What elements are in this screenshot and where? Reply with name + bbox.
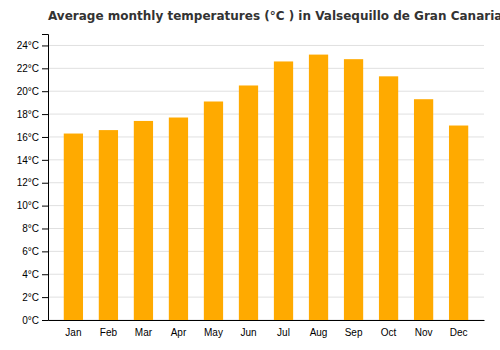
y-tick-label: 14°C bbox=[17, 155, 39, 166]
x-axis: Jan Feb Mar Apr May Jun Jul Aug Sep Oct Nov Dec bbox=[49, 321, 485, 339]
bar bbox=[344, 59, 363, 320]
y-tick-label: 24°C bbox=[17, 40, 39, 51]
bar bbox=[449, 126, 468, 320]
x-tick: Nov bbox=[415, 327, 433, 338]
bar bbox=[414, 99, 433, 320]
bar bbox=[274, 61, 293, 320]
y-tick: 20°C bbox=[17, 86, 48, 97]
y-tick: 10°C bbox=[17, 200, 48, 211]
y-tick: 2°C bbox=[22, 292, 48, 303]
y-tick-mark bbox=[42, 68, 48, 69]
y-tick: 24°C bbox=[17, 40, 48, 51]
y-tick: 4°C bbox=[22, 269, 48, 280]
y-tick-mark bbox=[42, 320, 48, 321]
x-tick: Apr bbox=[171, 327, 187, 338]
bar bbox=[169, 118, 188, 320]
y-tick-mark bbox=[42, 274, 48, 275]
y-tick-label: 4°C bbox=[22, 269, 39, 280]
x-tick-label: Aug bbox=[310, 327, 328, 338]
x-tick: Jan bbox=[65, 327, 81, 338]
y-tick-mark bbox=[42, 297, 48, 298]
title: Average monthly temperatures (°C ) in Va… bbox=[48, 9, 500, 23]
x-axis-line bbox=[49, 320, 485, 321]
bar bbox=[204, 101, 223, 320]
y-tick-mark bbox=[42, 114, 48, 115]
y-tick-label: 10°C bbox=[17, 200, 39, 211]
bar bbox=[309, 55, 328, 320]
y-tick-label: 0°C bbox=[22, 315, 39, 326]
x-tick-label: Sep bbox=[345, 327, 363, 338]
bar bbox=[379, 76, 398, 320]
y-tick: 0°C bbox=[22, 315, 48, 326]
x-tick-label: Feb bbox=[100, 327, 118, 338]
y-tick-label: 18°C bbox=[17, 109, 39, 120]
x-tick-label: Oct bbox=[381, 327, 397, 338]
y-tick: 16°C bbox=[17, 132, 48, 143]
y-tick-label: 16°C bbox=[17, 132, 39, 143]
y-tick-mark bbox=[42, 160, 48, 161]
x-tick-label: Jul bbox=[277, 327, 290, 338]
x-tick: Aug bbox=[310, 327, 328, 338]
x-tick-label: Dec bbox=[450, 327, 468, 338]
x-tick-label: Jan bbox=[65, 327, 81, 338]
bars bbox=[64, 55, 468, 320]
y-tick: 14°C bbox=[17, 155, 48, 166]
x-tick: Jun bbox=[240, 327, 256, 338]
grid-line bbox=[48, 68, 484, 69]
y-tick: 18°C bbox=[17, 109, 48, 120]
bar bbox=[99, 130, 118, 320]
x-tick: Feb bbox=[100, 327, 118, 338]
y-tick-label: 20°C bbox=[17, 86, 39, 97]
bar bbox=[239, 85, 258, 320]
y-tick-mark bbox=[42, 206, 48, 207]
x-tick-label: Mar bbox=[135, 327, 153, 338]
y-tick-mark bbox=[42, 45, 48, 46]
chart: Average monthly temperatures (°C ) in Va… bbox=[0, 0, 500, 350]
y-tick: 22°C bbox=[17, 63, 48, 74]
x-tick: May bbox=[204, 327, 223, 338]
grid bbox=[48, 45, 484, 320]
plot: 0°C 2°C 4°C 6°C 8°C 10°C 12°C 14°C 16°C 18°C 20°C 2… bbox=[17, 35, 485, 339]
x-tick: Jul bbox=[277, 327, 290, 338]
x-tick-label: Jun bbox=[240, 327, 256, 338]
y-tick-mark bbox=[42, 251, 48, 252]
y-tick-label: 8°C bbox=[22, 223, 39, 234]
y-tick: 8°C bbox=[22, 223, 48, 234]
y-tick: 12°C bbox=[17, 177, 48, 188]
y-axis: 0°C 2°C 4°C 6°C 8°C 10°C 12°C 14°C 16°C 18°C 20°C 2… bbox=[17, 35, 49, 326]
x-tick-label: May bbox=[204, 327, 223, 338]
y-axis-line bbox=[42, 35, 49, 321]
y-tick-label: 6°C bbox=[22, 246, 39, 257]
y-tick: 6°C bbox=[22, 246, 48, 257]
grid-line bbox=[48, 91, 484, 92]
y-tick-label: 2°C bbox=[22, 292, 39, 303]
bar bbox=[134, 121, 153, 320]
y-tick-label: 22°C bbox=[17, 63, 39, 74]
y-tick-label: 12°C bbox=[17, 177, 39, 188]
x-tick: Dec bbox=[450, 327, 468, 338]
grid-line bbox=[48, 45, 484, 46]
x-tick: Sep bbox=[345, 327, 363, 338]
y-tick-mark bbox=[42, 228, 48, 229]
x-tick: Oct bbox=[381, 327, 397, 338]
bar bbox=[64, 134, 83, 320]
y-tick-mark bbox=[42, 183, 48, 184]
x-tick-label: Nov bbox=[415, 327, 433, 338]
y-tick-mark bbox=[42, 137, 48, 138]
x-tick: Mar bbox=[135, 327, 153, 338]
y-tick-mark bbox=[42, 91, 48, 92]
x-tick-label: Apr bbox=[171, 327, 187, 338]
